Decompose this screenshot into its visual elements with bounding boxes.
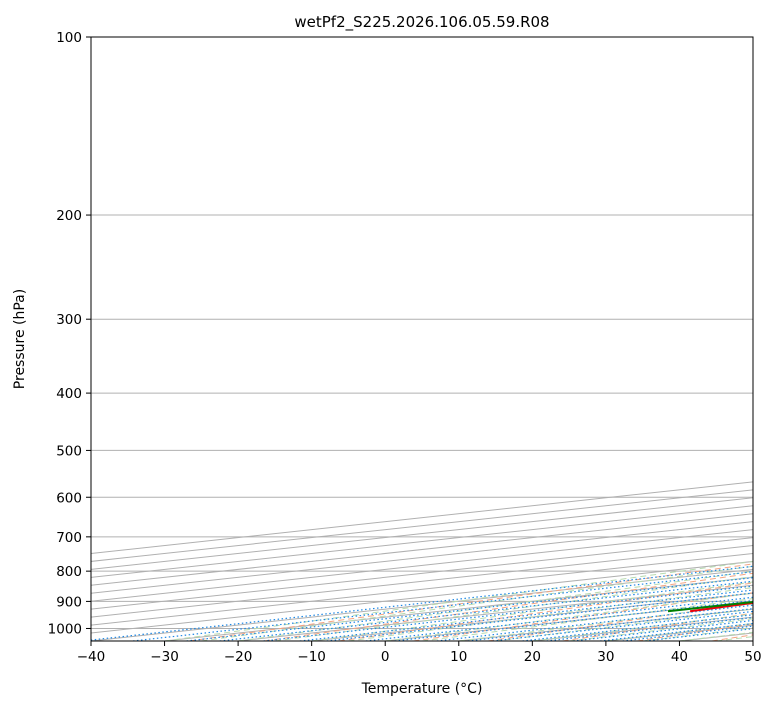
- y-tick-label: 1000: [48, 621, 82, 637]
- x-tick-label: 20: [524, 649, 541, 665]
- y-tick-label: 300: [56, 312, 82, 328]
- chart-title: wetPf2_S225.2026.106.05.59.R08: [294, 13, 549, 32]
- isotherm-gridline: [91, 537, 753, 610]
- moist-adiabat: [605, 622, 753, 641]
- isotherm-gridline: [385, 600, 753, 641]
- plot-frame: [90, 36, 754, 642]
- thermodynamic-background: [91, 37, 753, 641]
- mixing-ratio-line: [546, 616, 753, 641]
- dry-adiabat: [562, 612, 753, 641]
- moist-adiabat: [458, 603, 753, 641]
- moist-adiabat: [238, 570, 753, 641]
- moist-adiabat: [679, 631, 753, 641]
- isotherm-gridline: [458, 608, 753, 641]
- x-tick-label: −10: [297, 649, 326, 665]
- isotherm-gridline: [91, 505, 753, 578]
- isotherm-gridline: [91, 513, 753, 586]
- isotherm-gridline: [164, 576, 753, 641]
- x-tick-label: −30: [150, 649, 179, 665]
- mixing-ratio-line: [394, 599, 753, 641]
- isotherm-gridline: [679, 632, 753, 641]
- y-axis-label: Pressure (hPa): [12, 289, 28, 389]
- y-tick-label: 100: [56, 30, 82, 46]
- isotherm-gridline: [238, 584, 753, 641]
- dry-adiabat: [189, 563, 753, 641]
- mixing-ratio-line: [263, 585, 753, 641]
- isotherm-gridline: [91, 560, 753, 634]
- isotherm-gridline: [91, 489, 753, 562]
- y-tick-label: 700: [56, 530, 82, 546]
- isotherm-gridline: [532, 616, 753, 641]
- x-tick-label: −20: [224, 649, 253, 665]
- isotherm-gridline: [91, 529, 753, 602]
- x-tick-label: 50: [744, 649, 761, 665]
- moist-adiabat: [274, 576, 753, 641]
- mixing-ratio-line: [645, 628, 753, 641]
- x-tick-label: 10: [450, 649, 467, 665]
- moist-adiabat: [532, 613, 753, 641]
- y-tick-label: 600: [56, 490, 82, 506]
- isotherm-gridline: [91, 497, 753, 570]
- dry-adiabat: [711, 634, 753, 641]
- temperature-profile: [689, 601, 753, 613]
- moist-adiabat: [421, 598, 753, 641]
- x-tick-label: 0: [381, 649, 390, 665]
- x-tick-label: 30: [597, 649, 614, 665]
- axes: −40 −30 −20 −10 0 10 20 30 40 50 100 200 300 400 500 60…: [48, 30, 762, 665]
- y-tick-label: 800: [56, 564, 82, 580]
- y-tick-label: 900: [56, 594, 82, 610]
- y-tick-label: 200: [56, 208, 82, 224]
- y-tick-label: 400: [56, 386, 82, 402]
- mixing-ratio-line: [467, 608, 753, 641]
- moist-adiabat: [201, 565, 753, 641]
- x-tick-label: −40: [77, 649, 106, 665]
- mixing-ratio-line: [299, 589, 753, 641]
- moist-adiabat: [348, 586, 753, 641]
- dry-adiabat: [413, 592, 753, 641]
- moist-adiabat: [385, 592, 753, 641]
- dry-adiabat: [264, 572, 753, 641]
- x-tick-label: 40: [671, 649, 688, 665]
- mixing-ratio-line: [436, 604, 753, 641]
- isotherm-gridline: [91, 481, 753, 554]
- isotherm-gridline: [91, 521, 753, 594]
- y-tick-label: 500: [56, 443, 82, 459]
- isotherm-gridline: [752, 640, 753, 641]
- mixing-ratio-line: [365, 596, 753, 641]
- x-axis-label: Temperature (°C): [361, 681, 483, 697]
